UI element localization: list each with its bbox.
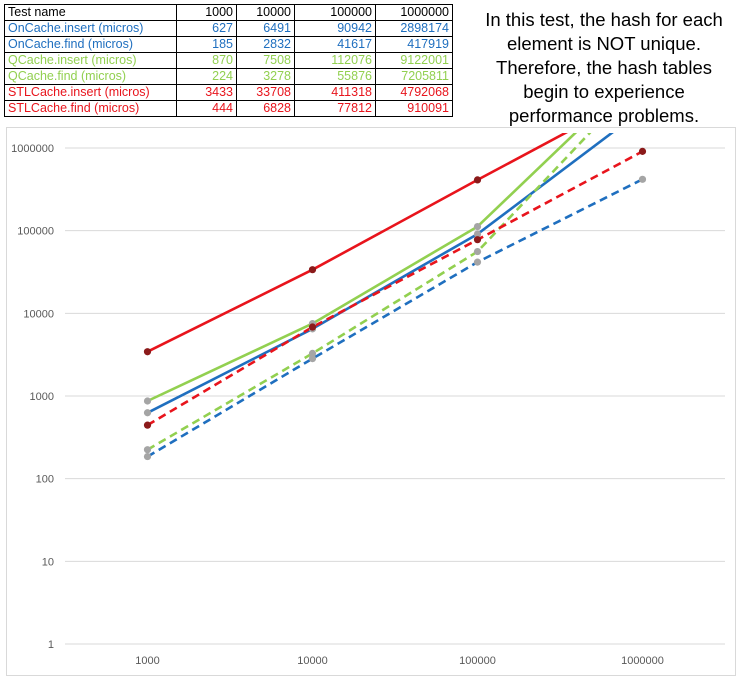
data-point xyxy=(308,266,317,274)
data-point xyxy=(143,446,152,454)
series-line xyxy=(146,150,644,427)
y-tick-label: 1000000 xyxy=(11,143,54,155)
y-tick-label: 10 xyxy=(42,556,54,568)
header-100000: 100000 xyxy=(294,4,376,21)
table-row: QCache.find (micros) 224 3278 55876 7205811 xyxy=(4,68,453,85)
x-tick-label: 10000 xyxy=(297,655,328,667)
data-point xyxy=(473,222,482,231)
x-tick-label: 100000 xyxy=(459,655,496,667)
note-line: element is NOT unique. xyxy=(506,33,701,54)
row-value-cell: 7205811 xyxy=(375,68,453,85)
row-value-cell: 55876 xyxy=(294,68,376,85)
header-1000: 1000 xyxy=(176,4,237,21)
data-point xyxy=(143,421,152,429)
results-table: Test name 1000 10000 100000 1000000 OnCa… xyxy=(4,4,453,117)
series-line xyxy=(146,133,614,414)
x-tick-label: 1000000 xyxy=(621,655,664,667)
header-10000: 10000 xyxy=(236,4,295,21)
y-tick-label: 100000 xyxy=(17,226,54,238)
data-point xyxy=(473,230,482,238)
row-value-cell: 185 xyxy=(176,36,237,53)
row-value-cell: 4792068 xyxy=(375,84,453,101)
table-row: QCache.insert (micros) 870 7508 112076 91220… xyxy=(4,52,453,69)
table-row: STLCache.insert (micros) 3433 33708 411318 4… xyxy=(4,84,453,101)
row-value-cell: 3433 xyxy=(176,84,237,101)
chart-area: 1 10 100 1000 10000 100000 1000000 1000 10000 100… xyxy=(6,127,736,676)
row-value-cell: 627 xyxy=(176,20,237,37)
table-row: OnCache.find (micros) 185 2832 41617 417919 xyxy=(4,36,453,53)
series-line xyxy=(146,178,644,458)
data-point xyxy=(143,452,152,461)
row-value-cell: 6491 xyxy=(236,20,295,37)
data-point xyxy=(308,323,317,331)
table-row: OnCache.insert (micros) 627 6491 90942 28981… xyxy=(4,20,453,37)
data-point xyxy=(143,397,152,405)
row-value-cell: 77812 xyxy=(294,100,376,117)
row-test-name: OnCache.find (micros) xyxy=(4,36,177,53)
series-line xyxy=(146,133,592,451)
row-value-cell: 90942 xyxy=(294,20,376,37)
row-value-cell: 41617 xyxy=(294,36,376,53)
series-line xyxy=(146,133,568,353)
row-value-cell: 112076 xyxy=(294,52,376,69)
data-point xyxy=(473,236,482,244)
row-test-name: QCache.find (micros) xyxy=(4,68,177,85)
x-tick-label: 1000 xyxy=(135,655,159,667)
header-test-name: Test name xyxy=(4,4,177,21)
data-point xyxy=(308,355,317,363)
row-value-cell: 910091 xyxy=(375,100,453,117)
test-note: In this test, the hash for each element … xyxy=(470,8,738,128)
row-test-name: OnCache.insert (micros) xyxy=(4,20,177,37)
note-line: Therefore, the hash tables xyxy=(496,57,712,78)
header-1000000: 1000000 xyxy=(375,4,453,21)
data-point xyxy=(143,409,152,417)
row-test-name: STLCache.find (micros) xyxy=(4,100,177,117)
note-line: begin to experience xyxy=(523,81,685,102)
row-value-cell: 9122001 xyxy=(375,52,453,69)
data-point xyxy=(308,349,317,357)
row-value-cell: 224 xyxy=(176,68,237,85)
row-value-cell: 6828 xyxy=(236,100,295,117)
row-test-name: STLCache.insert (micros) xyxy=(4,84,177,101)
note-line: performance problems. xyxy=(508,105,700,126)
data-point xyxy=(473,258,482,266)
y-tick-label: 1 xyxy=(48,639,54,651)
row-value-cell: 2832 xyxy=(236,36,295,53)
y-tick-label: 100 xyxy=(36,474,54,486)
row-value-cell: 7508 xyxy=(236,52,295,69)
note-line: In this test, the hash for each xyxy=(485,9,723,30)
data-point xyxy=(143,348,152,356)
series-line xyxy=(146,133,578,403)
row-value-cell: 2898174 xyxy=(375,20,453,37)
data-point xyxy=(638,147,647,155)
row-value-cell: 870 xyxy=(176,52,237,69)
table-row: STLCache.find (micros) 444 6828 77812 910091 xyxy=(4,100,453,117)
data-point xyxy=(473,176,482,184)
row-value-cell: 33708 xyxy=(236,84,295,101)
data-point xyxy=(473,247,482,256)
table-header-row: Test name 1000 10000 100000 1000000 xyxy=(4,4,453,21)
log-log-line-chart: 1 10 100 1000 10000 100000 1000000 1000 10000 100… xyxy=(11,133,725,667)
row-test-name: QCache.insert (micros) xyxy=(4,52,177,69)
row-value-cell: 411318 xyxy=(294,84,376,101)
row-value-cell: 417919 xyxy=(375,36,453,53)
row-value-cell: 3278 xyxy=(236,68,295,85)
data-point xyxy=(638,175,647,183)
y-tick-label: 10000 xyxy=(23,308,54,320)
row-value-cell: 444 xyxy=(176,100,237,117)
y-tick-label: 1000 xyxy=(30,391,54,403)
